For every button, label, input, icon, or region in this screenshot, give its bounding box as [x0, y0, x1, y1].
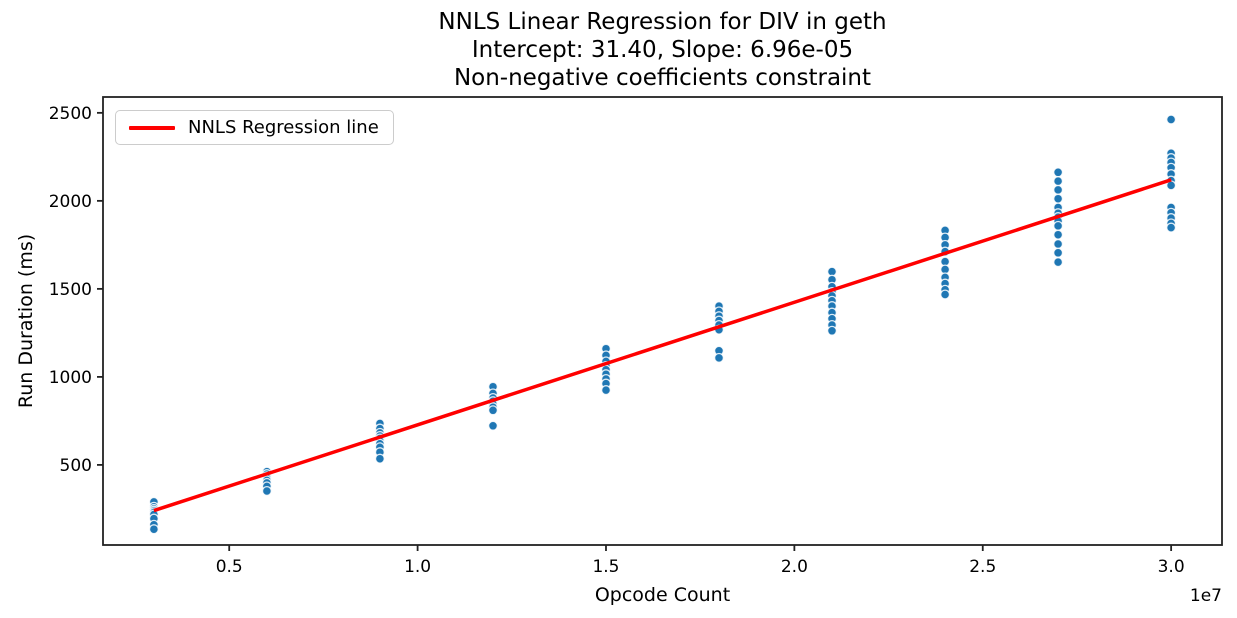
scatter-point — [374, 453, 385, 464]
x-tick-label: 1.0 — [404, 557, 431, 577]
scatter-point — [826, 325, 838, 336]
title-line-1: NNLS Linear Regression for DIV in geth — [438, 9, 887, 35]
title-line-3: Non-negative coefficients constraint — [453, 65, 872, 91]
x-tick-label: 0.5 — [216, 557, 243, 577]
y-axis-label: Run Duration (ms) — [15, 234, 37, 408]
scatter-point — [1053, 176, 1064, 187]
legend: NNLS Regression line — [115, 110, 394, 145]
x-tick-label: 3.0 — [1158, 557, 1185, 577]
scatter-point — [487, 405, 499, 416]
scatter-point — [487, 420, 499, 431]
x-axis-label: Opcode Count — [595, 584, 730, 606]
scatter-point — [1166, 222, 1177, 233]
scatter-point — [1053, 238, 1064, 250]
x-tick-label: 2.0 — [781, 557, 808, 577]
scatter-point — [940, 289, 951, 300]
scatter-point — [1053, 184, 1064, 195]
y-tick-label: 1000 — [49, 368, 92, 388]
title-line-2: Intercept: 31.40, Slope: 6.96e-05 — [471, 37, 854, 63]
scatter-point — [1053, 167, 1064, 178]
y-tick-label: 500 — [60, 456, 92, 476]
x-tick-label: 1.5 — [592, 557, 619, 577]
scatter-point — [1053, 229, 1064, 240]
y-tick-label: 1500 — [49, 280, 92, 300]
axes-frame — [102, 96, 1223, 546]
scatter-point — [148, 524, 159, 535]
scatter-point — [1166, 114, 1177, 125]
regression-line — [153, 178, 1172, 513]
y-tick-label: 2500 — [49, 104, 92, 124]
x-tick-label: 2.5 — [969, 557, 996, 577]
x-axis-offset-label: 1e7 — [1190, 586, 1222, 606]
legend-label: NNLS Regression line — [188, 117, 379, 138]
scatter-point — [1053, 193, 1064, 204]
scatter-point — [713, 352, 725, 363]
legend-line-sample — [129, 125, 175, 130]
scatter-point — [1053, 247, 1064, 258]
scatter-point — [1053, 220, 1064, 231]
scatter-point — [261, 485, 272, 497]
scatter-point — [600, 385, 612, 396]
y-tick-label: 2000 — [49, 192, 92, 212]
scatter-point — [1053, 257, 1064, 268]
chart-title: NNLS Linear Regression for DIV in geth I… — [103, 8, 1222, 92]
